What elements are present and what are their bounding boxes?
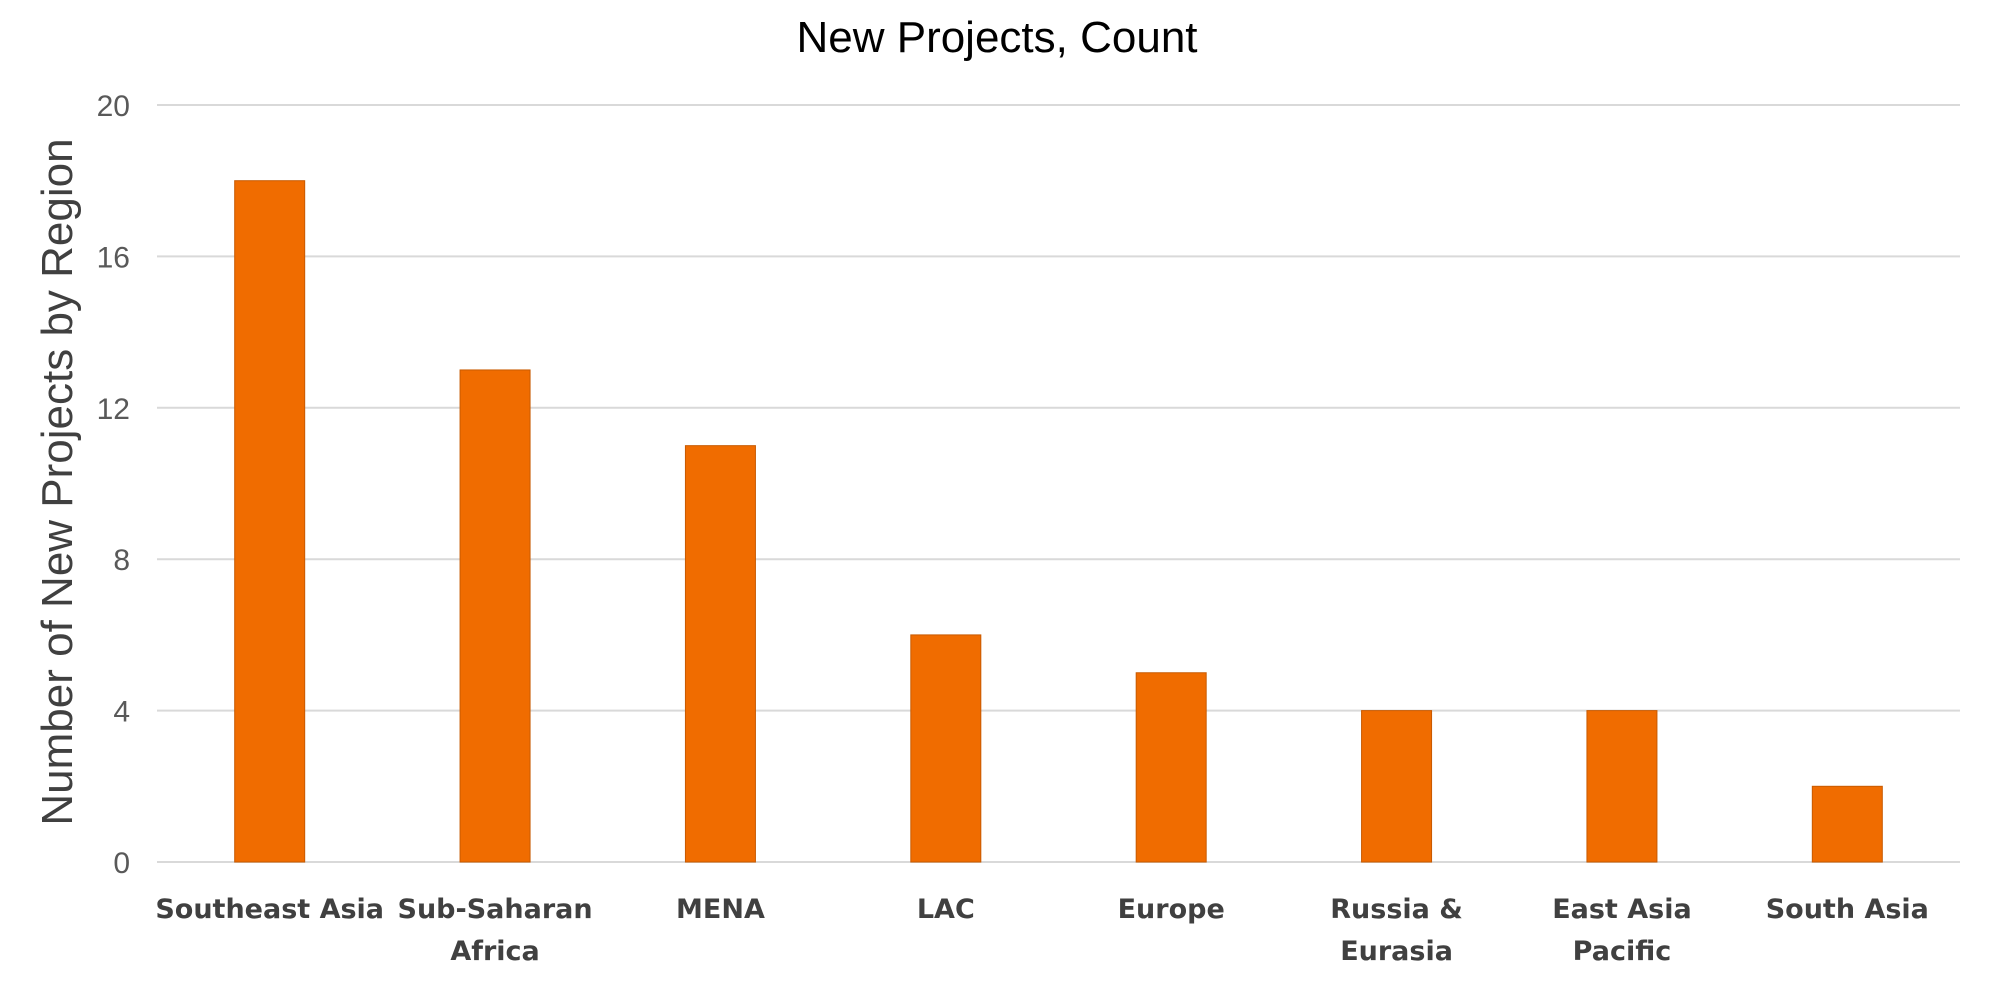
y-tick-label: 0 [113,847,130,880]
bar [1811,785,1883,863]
x-tick-label-line: Africa [450,936,539,967]
bar [234,180,306,863]
x-axis-ticks: Southeast Asia Sub-Saharan Africa MENA LAC Eu… [155,894,1929,967]
y-tick-label: 20 [97,90,130,123]
bar [1361,710,1433,863]
x-tick-label-line: Pacific [1573,936,1672,967]
x-tick-label: Southeast Asia [155,894,384,925]
x-tick-label: MENA [676,894,765,925]
bar [1135,672,1207,863]
y-axis-ticks: 0 4 8 12 16 20 [97,90,130,880]
bar [684,445,756,863]
grid-lines [157,104,1960,863]
chart-title: New Projects, Count [796,13,1197,62]
x-tick-label: Europe [1118,894,1225,925]
x-tick-label: LAC [917,894,975,925]
x-tick-label: East Asia Pacific [1552,894,1691,967]
x-tick-label-line: MENA [676,894,765,925]
bar [459,369,531,863]
x-tick-label-line: South Asia [1766,894,1929,925]
x-tick-label-line: LAC [917,894,975,925]
x-tick-label-line: Europe [1118,894,1225,925]
x-tick-label-line: East Asia [1552,894,1691,925]
bar [910,634,982,863]
x-tick-label-line: Southeast Asia [155,894,384,925]
y-tick-label: 8 [113,544,130,577]
x-tick-label-line: Eurasia [1340,936,1453,967]
x-tick-label-line: Sub-Saharan [398,894,593,925]
y-tick-label: 16 [97,241,130,274]
x-tick-label: Sub-Saharan Africa [398,894,593,967]
x-tick-label: Russia & Eurasia [1330,894,1463,967]
x-tick-label-line: Russia & [1330,894,1463,925]
bars [234,180,1883,863]
x-tick-label: South Asia [1766,894,1929,925]
y-tick-label: 12 [97,393,130,426]
bar [1586,710,1658,863]
y-axis-label: Number of New Projects by Region [33,138,82,825]
y-tick-label: 4 [113,696,130,729]
